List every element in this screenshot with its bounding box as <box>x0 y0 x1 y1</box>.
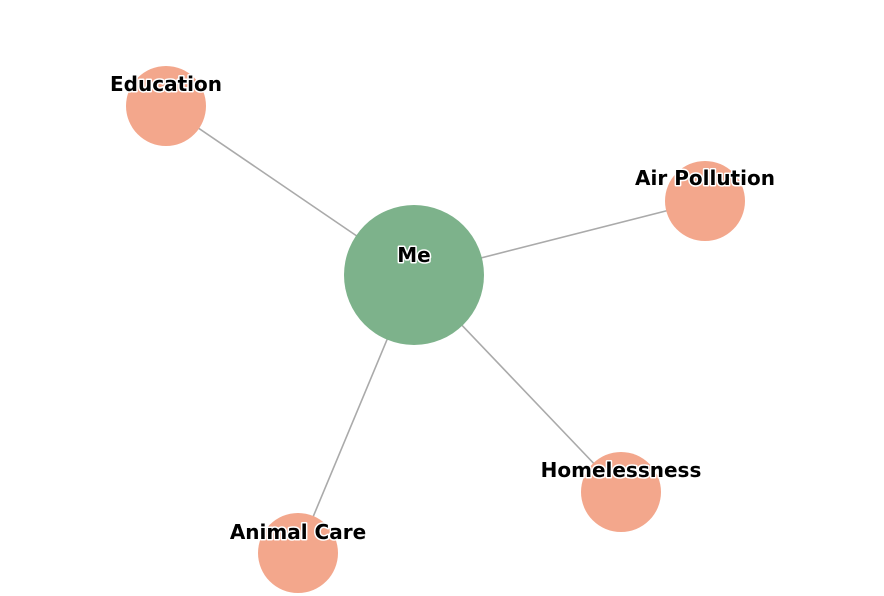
node-animal-care-label: Animal Care <box>230 520 366 544</box>
node-animal-care-circle[interactable] <box>258 513 338 593</box>
node-homelessness[interactable]: Homelessness <box>539 452 703 532</box>
node-education-label: Education <box>110 72 222 96</box>
node-homelessness-circle[interactable] <box>581 452 661 532</box>
node-air-pollution-circle[interactable] <box>665 161 745 241</box>
node-education[interactable]: Education <box>109 66 223 146</box>
node-air-pollution-label: Air Pollution <box>635 166 775 190</box>
node-me-label: Me <box>397 243 430 267</box>
node-me[interactable]: Me <box>344 205 484 345</box>
node-homelessness-label: Homelessness <box>541 458 702 482</box>
node-air-pollution[interactable]: Air Pollution <box>634 161 776 241</box>
node-me-circle[interactable] <box>344 205 484 345</box>
node-animal-care[interactable]: Animal Care <box>228 513 368 593</box>
node-education-circle[interactable] <box>126 66 206 146</box>
